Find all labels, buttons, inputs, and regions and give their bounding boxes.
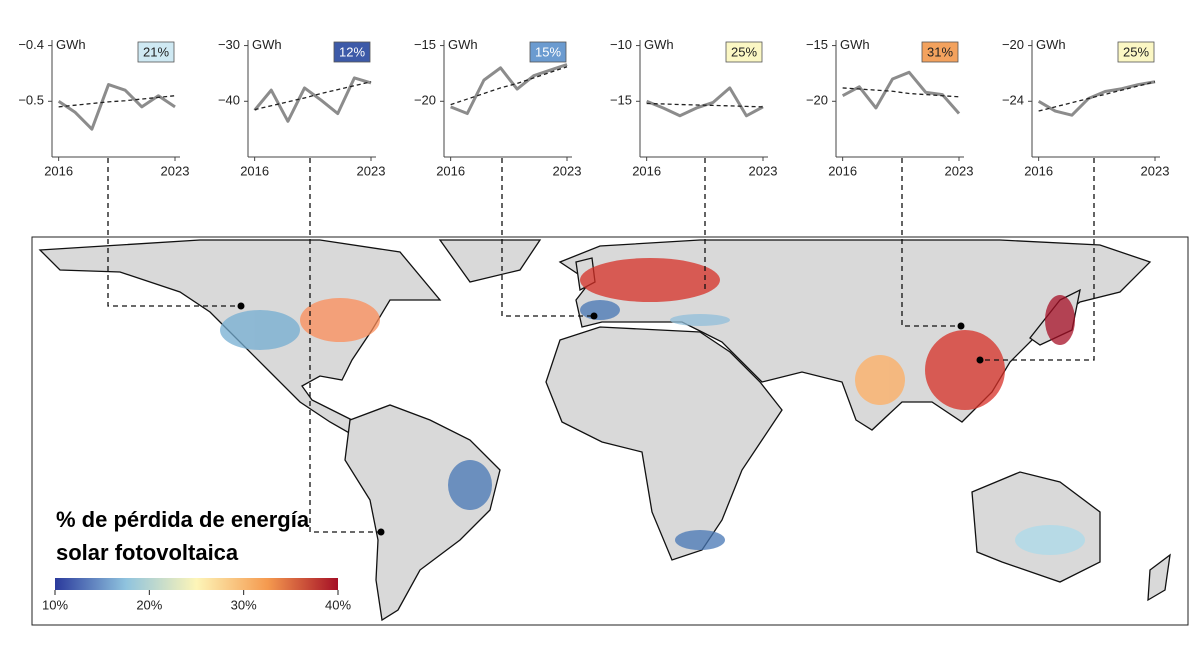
line-chart: −24 −20 GWh 2016 2023 25% [1002, 37, 1170, 178]
x-tick-label: 2023 [553, 163, 582, 178]
x-tick-label: 2023 [749, 163, 778, 178]
legend-title: % de pérdida de energía [56, 507, 310, 532]
y-tick-label: −30 [218, 37, 240, 52]
badge-label: 25% [1123, 44, 1149, 59]
y-axis-label: GWh [1036, 37, 1066, 52]
x-tick-label: 2016 [828, 163, 857, 178]
y-tick-label: −20 [414, 93, 436, 108]
x-tick-label: 2023 [161, 163, 190, 178]
line-chart: −40 −30 GWh 2016 2023 12% [218, 37, 386, 178]
legend-title: solar fotovoltaica [56, 540, 239, 565]
y-tick-label: −15 [806, 37, 828, 52]
badge-label: 25% [731, 44, 757, 59]
y-axis-label: GWh [448, 37, 478, 52]
colorbar-tick-label: 10% [42, 597, 68, 612]
badge-label: 15% [535, 44, 561, 59]
data-line [1037, 80, 1156, 117]
line-chart: −20 −15 GWh 2016 2023 15% [414, 37, 582, 178]
y-axis-label: GWh [840, 37, 870, 52]
badge-label: 31% [927, 44, 953, 59]
badge-label: 12% [339, 44, 365, 59]
y-tick-label: −15 [610, 93, 632, 108]
badge-label: 21% [143, 44, 169, 59]
x-tick-label: 2016 [436, 163, 465, 178]
y-tick-label: −0.4 [18, 37, 44, 52]
data-line [450, 63, 568, 116]
data-line [57, 83, 176, 131]
x-tick-label: 2023 [357, 163, 386, 178]
badge [529, 41, 567, 63]
world-map [31, 158, 1189, 626]
colorbar [55, 578, 338, 590]
colorbar-tick-label: 30% [231, 597, 257, 612]
y-tick-label: −24 [1002, 93, 1024, 108]
y-tick-label: −15 [414, 37, 436, 52]
x-tick-label: 2016 [44, 163, 73, 178]
y-axis-label: GWh [56, 37, 86, 52]
badge [333, 41, 371, 63]
data-line [646, 86, 764, 118]
line-chart: −20 −15 GWh 2016 2023 31% [806, 37, 974, 178]
loss-regions [220, 258, 1085, 555]
y-axis-label: GWh [644, 37, 674, 52]
x-tick-label: 2023 [945, 163, 974, 178]
connectors [107, 158, 1095, 533]
trend-line [58, 95, 176, 108]
colorbar-tick-label: 40% [325, 597, 351, 612]
x-tick-label: 2023 [1141, 163, 1170, 178]
locations [237, 302, 984, 536]
trend-line [450, 66, 568, 106]
x-tick-label: 2016 [240, 163, 269, 178]
badge [137, 41, 175, 63]
trend-line [1038, 81, 1156, 112]
badge [1117, 41, 1155, 63]
trend-line [842, 87, 960, 98]
y-tick-label: −20 [806, 93, 828, 108]
y-tick-label: −10 [610, 37, 632, 52]
y-tick-label: −20 [1002, 37, 1024, 52]
x-tick-label: 2016 [632, 163, 661, 178]
line-chart: −15 −10 GWh 2016 2023 25% [610, 37, 778, 178]
data-line [253, 76, 372, 123]
badge [725, 41, 763, 63]
x-tick-label: 2016 [1024, 163, 1053, 178]
badge [921, 41, 959, 63]
y-axis-label: GWh [252, 37, 282, 52]
trend-line [254, 81, 372, 111]
data-line [841, 70, 961, 115]
line-chart: −0.5 −0.4 GWh 2016 2023 21% [18, 37, 189, 178]
colorbar-tick-label: 20% [136, 597, 162, 612]
y-tick-label: −0.5 [18, 93, 44, 108]
trend-line [646, 102, 764, 108]
y-tick-label: −40 [218, 93, 240, 108]
